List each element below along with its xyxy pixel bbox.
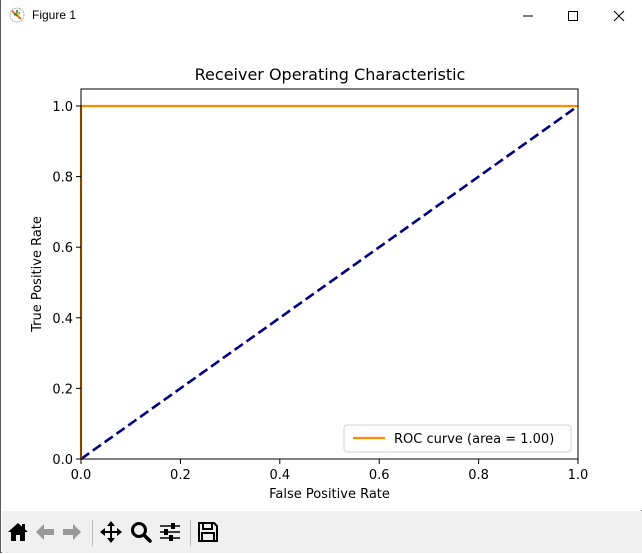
minimize-button[interactable] — [505, 0, 551, 31]
matplotlib-icon — [9, 7, 25, 23]
y-axis-label: True Positive Rate — [30, 216, 45, 333]
forward-button[interactable] — [59, 519, 85, 545]
maximize-button[interactable] — [550, 0, 596, 31]
home-icon — [8, 523, 28, 541]
minimize-icon — [523, 15, 533, 16]
x-tick-label: 0.0 — [71, 468, 92, 483]
maximize-icon — [568, 10, 578, 21]
close-icon — [613, 10, 625, 21]
chance-line — [80, 104, 579, 461]
y-tick-label: 0.0 — [52, 453, 73, 468]
sliders-icon — [160, 523, 180, 541]
window-title: Figure 1 — [32, 8, 77, 22]
zoom-icon — [131, 522, 152, 543]
pan-button[interactable] — [98, 519, 124, 545]
figure-canvas[interactable]: Receiver Operating Characteristic 0.0 0.… — [2, 31, 642, 510]
y-tick-label: 0.4 — [52, 312, 73, 327]
axes-frame — [80, 88, 579, 460]
x-tick-label: 0.6 — [369, 468, 390, 483]
home-button[interactable] — [5, 519, 31, 545]
save-button[interactable] — [195, 519, 221, 545]
legend: ROC curve (area = 1.00) — [343, 424, 572, 453]
close-button[interactable] — [596, 0, 642, 31]
x-tick-label: 0.4 — [269, 468, 290, 483]
y-tick-label: 0.6 — [52, 241, 73, 256]
roc-chart: Receiver Operating Characteristic 0.0 0.… — [30, 65, 589, 502]
back-button[interactable] — [32, 519, 58, 545]
legend-label: ROC curve (area = 1.00) — [394, 432, 554, 447]
y-tick-label: 0.8 — [52, 171, 73, 186]
save-icon — [198, 522, 218, 542]
toolbar-separator — [92, 520, 93, 546]
move-icon — [100, 521, 122, 543]
back-arrow-icon — [36, 524, 54, 540]
x-tick-label: 0.2 — [170, 468, 191, 483]
x-tick-label: 1.0 — [568, 468, 589, 483]
configure-subplots-button[interactable] — [157, 519, 183, 545]
navigation-toolbar — [2, 511, 642, 553]
y-tick-label: 1.0 — [52, 100, 73, 115]
x-axis-label: False Positive Rate — [269, 487, 390, 502]
forward-arrow-icon — [63, 524, 81, 540]
x-axis: 0.0 0.2 0.4 0.6 0.8 1.0 False Positive R… — [71, 459, 589, 502]
chart-title: Receiver Operating Characteristic — [195, 65, 466, 84]
x-tick-label: 0.8 — [468, 468, 489, 483]
zoom-button[interactable] — [128, 519, 154, 545]
y-axis: 0.0 0.2 0.4 0.6 0.8 1.0 True Positive Ra… — [30, 100, 81, 468]
title-bar: Figure 1 — [1, 0, 642, 31]
y-tick-label: 0.2 — [52, 382, 73, 397]
toolbar-separator — [190, 520, 191, 546]
